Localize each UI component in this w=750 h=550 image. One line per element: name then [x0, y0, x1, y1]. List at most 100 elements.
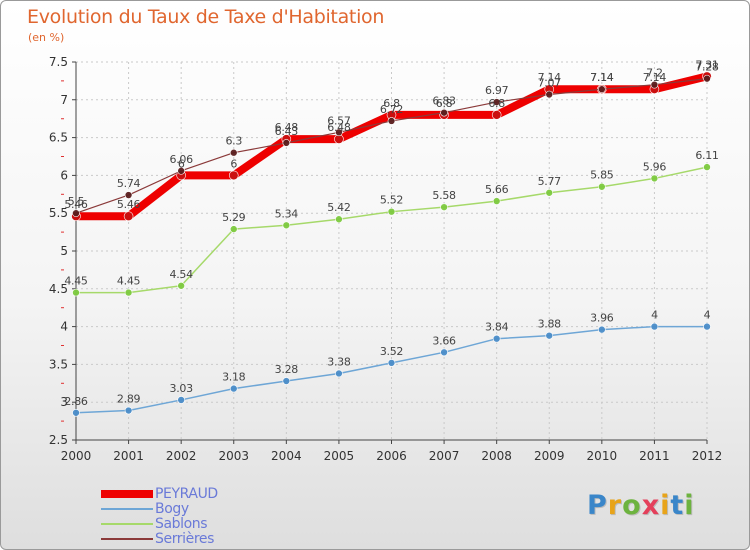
data-label: 7.07 — [538, 77, 562, 90]
chart-title: Evolution du Taux de Taxe d'Habitation — [27, 6, 385, 28]
data-label: 7.14 — [643, 71, 667, 84]
data-point — [440, 108, 448, 117]
legend-swatch — [101, 523, 153, 525]
logo-letter: i — [660, 490, 671, 521]
data-label: 7.28 — [695, 61, 719, 74]
legend-label: PEYRAUD — [155, 486, 218, 502]
data-label: 4.45 — [64, 275, 88, 288]
x-tick-label: 2005 — [324, 449, 355, 463]
data-label: 3.96 — [590, 312, 614, 325]
data-label: 5.96 — [643, 160, 667, 173]
data-label: 3.52 — [380, 345, 403, 358]
y-tick-label: 5.5 — [49, 206, 68, 220]
legend-swatch — [101, 538, 153, 540]
data-point — [703, 322, 711, 331]
data-point — [177, 281, 185, 290]
logo-letter: o — [622, 490, 642, 521]
data-point — [491, 110, 502, 120]
data-label: 6.57 — [327, 114, 351, 127]
logo-letter: t — [670, 490, 685, 521]
data-point — [650, 174, 659, 183]
data-label: 4 — [704, 309, 711, 322]
data-point — [124, 288, 133, 297]
data-label: 6.8 — [488, 97, 505, 110]
data-label: 3.28 — [275, 363, 299, 376]
y-tick-label: 2.5 — [49, 433, 68, 447]
legend-item: Bogy — [101, 501, 351, 517]
data-label-layer: 2.86 2.89 3.03 3.18 3.28 3.38 3.52 3.66 3.84 3.88… — [64, 58, 719, 407]
data-point — [229, 148, 238, 157]
data-label: 6.3 — [225, 135, 242, 148]
data-point — [228, 170, 239, 181]
data-point — [124, 406, 133, 415]
data-label: 5.34 — [275, 207, 299, 220]
x-tick-label: 2008 — [481, 449, 512, 463]
y-tick-label: 4.5 — [49, 282, 68, 296]
x-tick-label: 2009 — [534, 449, 565, 463]
data-label: 5.85 — [590, 169, 614, 182]
data-point — [387, 359, 396, 367]
series-line — [75, 325, 708, 414]
data-label: 3.03 — [170, 382, 194, 395]
data-label: 3.66 — [432, 334, 456, 347]
x-tick-label: 2010 — [587, 449, 618, 463]
data-point — [387, 117, 396, 125]
data-point — [282, 139, 291, 147]
data-point — [492, 334, 501, 343]
data-point — [335, 128, 343, 137]
data-label: 7.14 — [590, 71, 614, 84]
x-tick-label: 2001 — [113, 449, 144, 463]
y-tick-label: 7.5 — [49, 55, 68, 69]
series-layer — [71, 71, 712, 417]
data-label: 6.48 — [275, 121, 299, 134]
data-point — [545, 188, 554, 197]
legend-label: Bogy — [155, 501, 189, 517]
x-tick-label: 2006 — [376, 449, 407, 463]
legend: PEYRAUD Bogy Sablons Serrières — [101, 486, 351, 547]
data-point — [177, 396, 185, 404]
x-tick-label: 2011 — [639, 449, 670, 463]
data-point — [703, 74, 711, 83]
data-point — [492, 197, 501, 205]
data-label: 6.83 — [432, 95, 456, 108]
data-label: 6 — [230, 157, 237, 170]
data-label: 5.46 — [64, 198, 88, 211]
x-tick-label: 2002 — [166, 449, 197, 463]
data-point — [598, 182, 606, 191]
y-tick-label: 5 — [60, 244, 68, 258]
data-label: 5.5 — [68, 195, 85, 208]
data-label: 6.06 — [170, 153, 194, 166]
data-label: 5.77 — [538, 175, 562, 188]
data-point — [124, 191, 133, 199]
series-serrires — [72, 74, 711, 217]
data-label: 3.88 — [538, 318, 562, 331]
y-tick-label: 6 — [60, 168, 68, 182]
data-point — [72, 408, 80, 417]
data-point — [177, 167, 185, 175]
y-tick-label: 6.5 — [49, 131, 68, 145]
data-point — [545, 331, 554, 340]
logo-letter: r — [607, 490, 623, 521]
data-point — [545, 90, 554, 99]
data-point — [440, 203, 448, 211]
data-label: 5.74 — [117, 177, 141, 190]
data-label: 3.18 — [222, 371, 246, 384]
logo-letter: P — [587, 490, 608, 521]
data-point — [650, 322, 659, 331]
x-tick-label: 2007 — [429, 449, 460, 463]
y-tick-label: 4 — [60, 320, 68, 334]
data-label: 6.11 — [695, 149, 718, 162]
data-label: 3.84 — [485, 321, 509, 334]
data-label: 5.52 — [380, 194, 403, 207]
data-label: 5.42 — [327, 201, 350, 214]
logo-letter: i — [684, 490, 695, 521]
data-label: 7.2 — [646, 67, 663, 80]
data-label: 5.29 — [222, 211, 246, 224]
data-point — [72, 288, 80, 297]
x-tick-label: 2003 — [218, 449, 249, 463]
data-label: 6.72 — [380, 103, 403, 116]
data-label: 6.8 — [436, 97, 453, 110]
